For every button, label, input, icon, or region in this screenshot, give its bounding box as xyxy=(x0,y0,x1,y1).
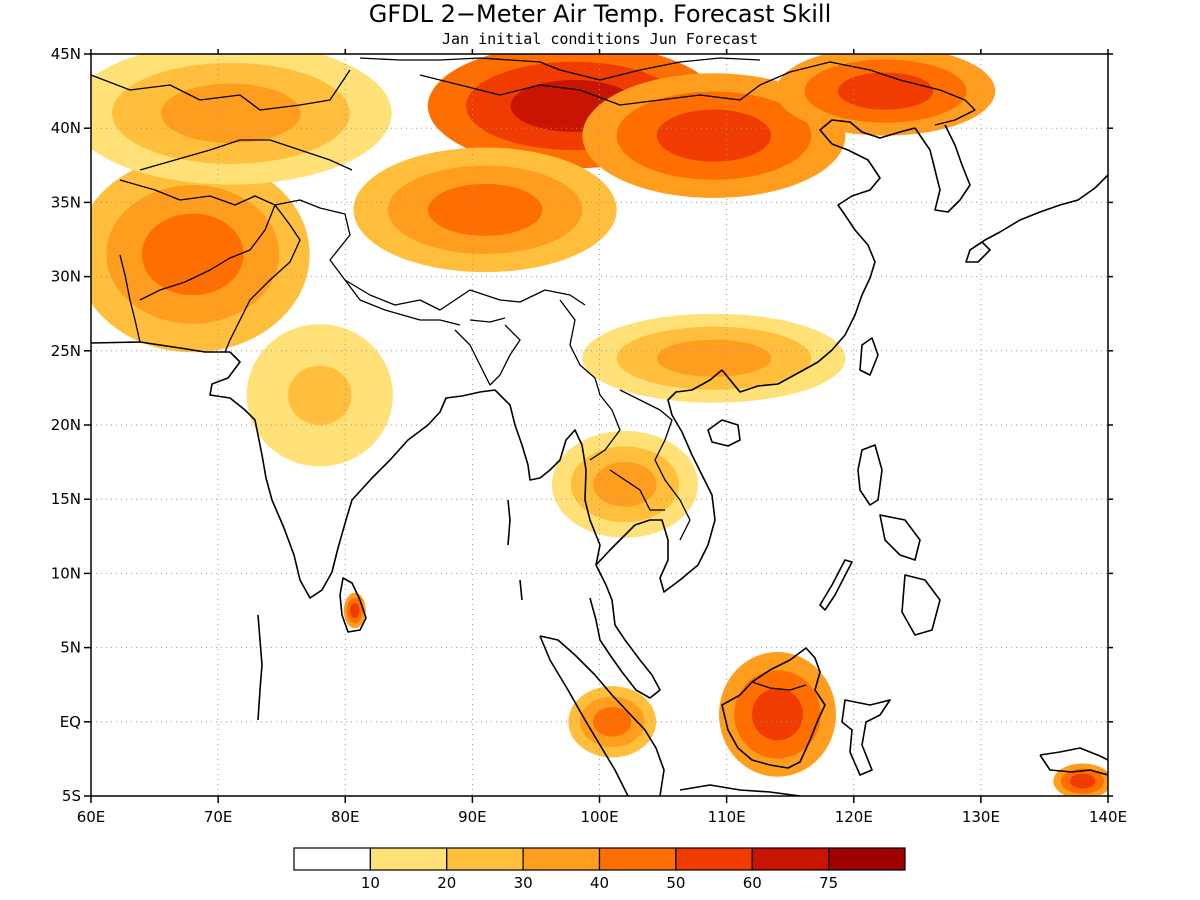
colorbar-swatch xyxy=(446,847,524,871)
colorbar-swatch xyxy=(522,847,601,871)
border-bangladesh xyxy=(454,324,521,386)
skill-region-core xyxy=(593,462,657,507)
coastline-bohai xyxy=(819,119,916,145)
colorbar-label: 40 xyxy=(590,874,609,892)
skill-shading xyxy=(91,54,1108,796)
colorbar-label: 20 xyxy=(437,874,456,892)
skill-region-core xyxy=(1069,773,1096,789)
coastline-borneo xyxy=(721,647,826,769)
skill-region-core xyxy=(837,72,934,110)
border-myanmar-east xyxy=(559,299,621,461)
border-mongolia-south xyxy=(419,74,761,106)
figure-title: GFDL 2−Meter Air Temp. Forecast Skill xyxy=(369,0,832,28)
coastline-visayas xyxy=(879,514,921,561)
border-laos-vietnam xyxy=(619,389,691,541)
coastline-palawan xyxy=(819,559,853,611)
coastline-mindanao xyxy=(901,574,941,636)
x-tick-label: 120E xyxy=(835,808,873,826)
skill-region-core xyxy=(288,365,352,425)
y-tick-label: 40N xyxy=(51,119,81,137)
coastline-indochina xyxy=(595,369,723,593)
coastline-iran-pakistan xyxy=(91,341,230,353)
coastline-sumatra xyxy=(539,635,665,796)
colorbar-label: 60 xyxy=(743,874,762,892)
border-kazakhstan-south xyxy=(139,139,353,171)
border-borneo-malaysia xyxy=(751,681,807,691)
skill-region-core xyxy=(656,339,772,377)
y-tick-label: 30N xyxy=(51,268,81,286)
x-tick-label: 140E xyxy=(1089,808,1127,826)
y-tick-label: 45N xyxy=(51,45,81,63)
y-tick-label: 25N xyxy=(51,342,81,360)
coastline-sulawesi xyxy=(841,699,891,776)
coastline-malay-peninsula xyxy=(589,597,661,699)
border-pakistan-india xyxy=(224,204,301,353)
coastline-andaman xyxy=(507,499,523,601)
skill-region-core xyxy=(656,109,772,162)
x-tick-label: 80E xyxy=(331,808,360,826)
y-tick-label: 5N xyxy=(60,639,81,657)
coastline-japan xyxy=(969,174,1108,251)
border-thailand-cambodia xyxy=(609,469,665,511)
y-tick-label: 10N xyxy=(51,564,81,582)
colorbar-label: 10 xyxy=(361,874,380,892)
coastline-china-east xyxy=(721,143,881,393)
y-tick-label: 20N xyxy=(51,416,81,434)
colorbar-swatch xyxy=(369,847,448,871)
colorbar-swatch xyxy=(293,847,371,871)
coastline-taiwan xyxy=(859,337,879,376)
colorbar-swatch xyxy=(751,847,830,871)
skill-region-core xyxy=(593,706,632,737)
border-china-russia-ne xyxy=(759,61,976,126)
x-axis: 60E 70E 80E 90E 100E 110E 120E 130E 140E xyxy=(77,49,1127,826)
coastline-korea xyxy=(914,124,971,213)
skill-region-core xyxy=(752,688,803,741)
border-china-west xyxy=(274,199,586,311)
colorbar-swatch xyxy=(598,847,677,871)
border-central-asia xyxy=(91,69,351,111)
y-axis: 45N 40N 35N 30N 25N 20N 15N 10N 5N EQ 5S xyxy=(51,45,1113,805)
x-tick-label: 60E xyxy=(77,808,106,826)
coastline-java xyxy=(679,784,801,796)
skill-region-core xyxy=(350,603,360,618)
coastline-myanmar xyxy=(494,389,616,626)
coastline-japan-kyushu xyxy=(965,241,991,263)
gridlines xyxy=(91,54,1108,796)
coastlines xyxy=(91,119,1108,796)
coastline-luzon xyxy=(857,444,883,506)
colorbar-swatch xyxy=(828,847,906,871)
coastline-new-guinea xyxy=(1039,747,1108,776)
figure-subtitle: Jan initial conditions Jun Forecast xyxy=(442,30,758,48)
skill-region-core xyxy=(141,213,244,296)
country-borders xyxy=(91,57,976,691)
x-tick-label: 70E xyxy=(204,808,233,826)
x-tick-label: 110E xyxy=(708,808,746,826)
coastline-india xyxy=(209,351,496,599)
coastline-hainan xyxy=(707,419,741,447)
border-mongolia-north xyxy=(359,57,761,81)
colorbar: 10 20 30 40 50 60 75 xyxy=(293,847,906,892)
colorbar-swatch xyxy=(675,847,753,871)
coastline-sumatra-west xyxy=(539,635,629,796)
colorbar-label: 75 xyxy=(819,874,838,892)
colorbar-label: 50 xyxy=(666,874,685,892)
skill-region-core xyxy=(427,183,543,236)
coastline-sri-lanka xyxy=(339,577,367,633)
x-tick-label: 130E xyxy=(962,808,1000,826)
colorbar-label: 30 xyxy=(514,874,533,892)
skill-region-core xyxy=(160,83,301,144)
x-tick-label: 100E xyxy=(580,808,618,826)
y-tick-label: 5S xyxy=(62,787,81,805)
border-afghanistan xyxy=(119,179,276,301)
y-tick-label: EQ xyxy=(60,713,81,731)
coastline-maldives xyxy=(257,614,263,721)
y-tick-label: 35N xyxy=(51,193,81,211)
y-tick-label: 15N xyxy=(51,490,81,508)
border-nepal-bhutan xyxy=(344,279,506,326)
border-iran-pakistan xyxy=(119,254,141,343)
x-tick-label: 90E xyxy=(458,808,487,826)
